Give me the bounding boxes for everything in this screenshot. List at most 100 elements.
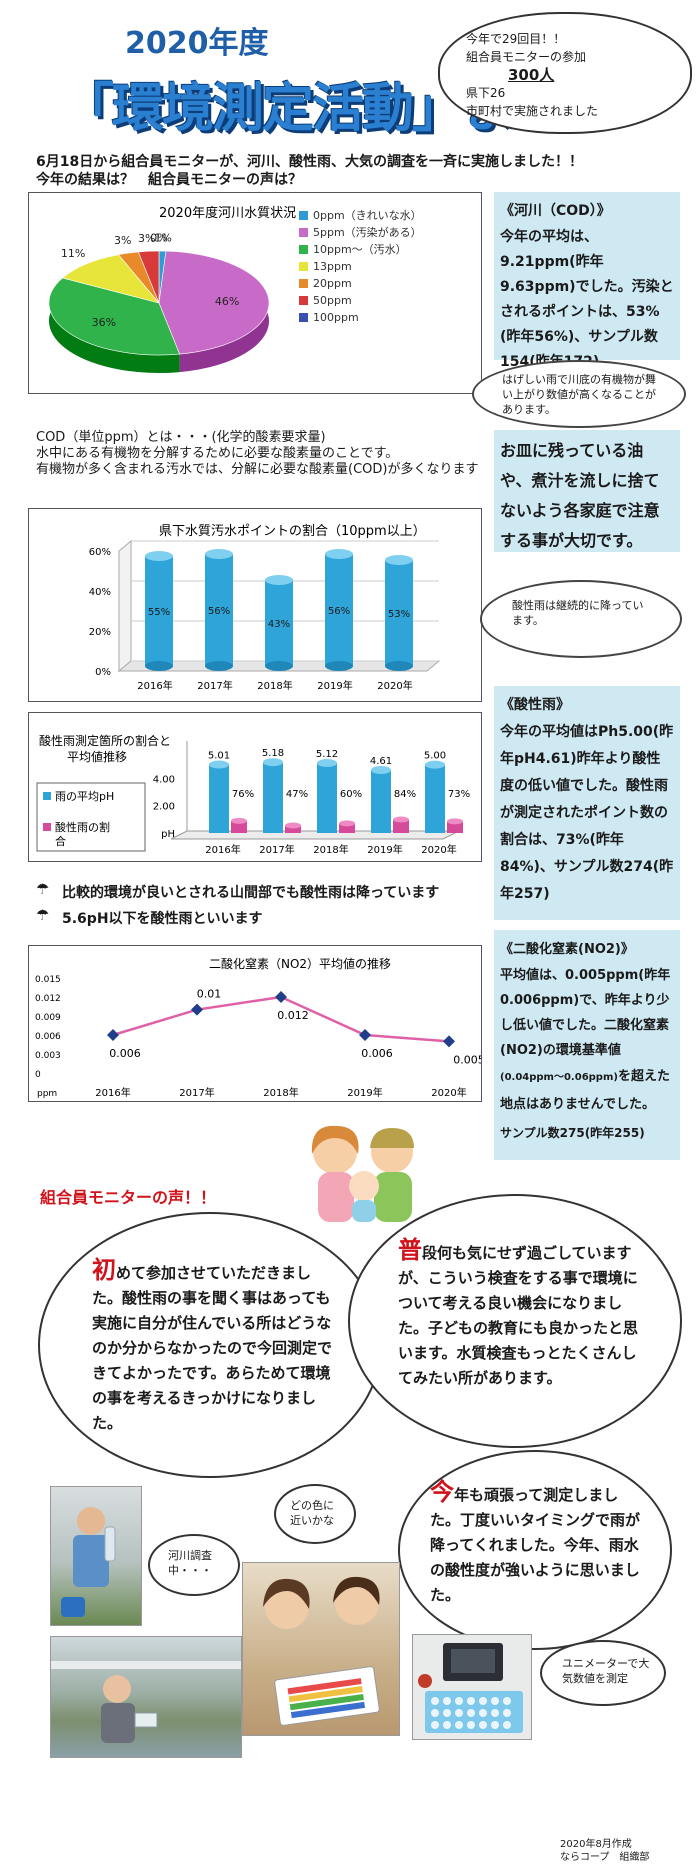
no2-point-label: 0.012 bbox=[277, 1009, 309, 1022]
y-tick-label: 40% bbox=[89, 587, 111, 598]
ph-bar-top bbox=[209, 760, 229, 769]
pie-slice-label: 11% bbox=[61, 247, 85, 260]
y-tick-label: 0.006 bbox=[35, 1032, 61, 1042]
x-tick-label: 2020年 bbox=[377, 679, 412, 692]
no2-point bbox=[191, 1003, 203, 1016]
river-scene bbox=[51, 1661, 241, 1743]
legend-entry: 100ppm bbox=[313, 311, 359, 324]
x-tick-label: 2019年 bbox=[347, 1086, 382, 1099]
no2-line-chart: 二酸化窒素（NO2）平均値の推移 0.015 0.012 0.009 0.006 0.0… bbox=[35, 956, 485, 1099]
cod-bar bbox=[205, 554, 233, 666]
ph-label: 4.61 bbox=[370, 756, 392, 767]
ratio-bar-top bbox=[231, 817, 247, 824]
cod-bar-panel: 県下水質汚水ポイントの割合（10ppm以上） 60% 40% 20% 0% 55% 201… bbox=[28, 508, 482, 702]
legend-ratio: 酸性雨の割 bbox=[55, 820, 110, 834]
ratio-bar bbox=[231, 820, 247, 833]
x-tick-label: 2016年 bbox=[205, 843, 240, 856]
y-tick-label: 4.00 bbox=[153, 774, 175, 785]
cod-chart-title: 県下水質汚水ポイントの割合（10ppm以上） bbox=[159, 523, 426, 539]
cod-bar-top bbox=[205, 549, 233, 559]
no2-body: 平均値は、0.005ppm(昨年0.006ppm)で、昨年より少し低い値でした。… bbox=[500, 968, 671, 1058]
cod-bar-base bbox=[205, 661, 233, 671]
acid-rain-box: 《酸性雨》 今年の平均値はPh5.00(昨年pH4.61)昨年より酸性度の低い値… bbox=[494, 686, 680, 920]
no2-panel: 二酸化窒素（NO2）平均値の推移 0.015 0.012 0.009 0.006 0.0… bbox=[28, 945, 485, 1102]
participant-count: 300人 bbox=[508, 66, 555, 84]
ratio-label: 73% bbox=[448, 789, 470, 800]
cod-bar bbox=[325, 554, 353, 666]
river-speech-bubble: はげしい雨で川底の有機物が舞い上がり数値が高くなることがあります。 bbox=[472, 360, 686, 428]
no2-point-label: 0.006 bbox=[361, 1047, 393, 1060]
family-illustration bbox=[311, 1125, 414, 1222]
no2-point-label: 0.006 bbox=[109, 1047, 141, 1060]
y-tick-label: 0.003 bbox=[35, 1051, 61, 1061]
ratio-label: 47% bbox=[286, 789, 308, 800]
legend-entry: 5ppm（汚染がある） bbox=[313, 225, 422, 239]
cod-bar-chart: 県下水質汚水ポイントの割合（10ppm以上） 60% 40% 20% 0% 55% 201… bbox=[89, 523, 441, 692]
ph-bar-top bbox=[425, 760, 445, 769]
pie-slice bbox=[137, 250, 160, 304]
voices-title: 組合員モニターの声！！ bbox=[40, 1188, 217, 1207]
legend-swatch bbox=[299, 262, 308, 271]
voice-bubble-2: 普段何も気にせず過ごしていますが、こういう検査をする事で環境について考える良い機… bbox=[348, 1194, 682, 1448]
ph-bar bbox=[425, 764, 445, 833]
bullet-ph: ☂ 5.6pH以下を酸性雨といいます bbox=[36, 906, 263, 928]
legend-swatch bbox=[299, 211, 308, 220]
photo-children-chart bbox=[242, 1562, 400, 1736]
kitchen-advice-box: お皿に残っている油や、煮汁を流しに捨てないよう各家庭で注意する事が大切です。 bbox=[494, 430, 680, 552]
chart-wall bbox=[118, 539, 132, 673]
ph-bar-top bbox=[263, 758, 283, 767]
y-tick-label: 2.00 bbox=[153, 802, 175, 813]
legend-swatch bbox=[299, 228, 308, 237]
x-tick-label: 2018年 bbox=[257, 679, 292, 692]
photo-unimeter bbox=[412, 1634, 532, 1740]
no2-point bbox=[443, 1035, 455, 1048]
ratio-bar bbox=[285, 825, 301, 833]
ph-bar bbox=[263, 762, 283, 833]
river-heading: 《河川（COD）》 bbox=[500, 203, 611, 219]
ratio-bar-top bbox=[285, 822, 301, 829]
mother-face bbox=[313, 1130, 357, 1174]
legend-swatch bbox=[299, 279, 308, 288]
mother-body bbox=[318, 1172, 354, 1222]
child-figure bbox=[61, 1507, 116, 1617]
participation-cloud: 今年で29回目！！ 組合員モニターの参加 300人 県下26 市町村で実施されま… bbox=[438, 12, 692, 134]
voice-initial: 普 bbox=[398, 1236, 422, 1264]
no2-body: を超えた地点はありませんでした。 bbox=[500, 1069, 670, 1112]
river-pie-panel: 2020年度河川水質状況 1% 46% 36% 11% 3% 3% 0% 0ppm（きれいな… bbox=[28, 192, 482, 394]
acid-speech-bubble: 酸性雨は継続的に降っています。 bbox=[480, 580, 682, 658]
pie-slice-label: 3% bbox=[138, 232, 155, 245]
x-tick-label: 2017年 bbox=[197, 679, 232, 692]
voice-text: めて参加させていただきました。酸性雨の事を聞く事はあっても実施に自分が住んでいる… bbox=[92, 1264, 333, 1432]
bullet-text: 5.6pH以下を酸性雨といいます bbox=[62, 911, 263, 927]
cod-bar-label: 53% bbox=[388, 609, 410, 620]
cod-bar-base bbox=[145, 661, 173, 671]
pie-slice-label: 0% bbox=[150, 232, 167, 245]
no2-heading: 《二酸化窒素(NO2)》 bbox=[500, 942, 634, 957]
umbrella-icon: ☂ bbox=[36, 880, 50, 898]
cod-bar-top bbox=[385, 555, 413, 565]
father-body bbox=[374, 1172, 412, 1222]
baby-face bbox=[349, 1171, 379, 1201]
cod-bar-top bbox=[265, 575, 293, 585]
river-speech-text: はげしい雨で川底の有機物が舞い上がり数値が高くなることがあります。 bbox=[502, 373, 656, 416]
caption-meter-cloud: ユニメーターで大気数値を測定 bbox=[540, 1640, 666, 1706]
cod-explanation: COD（単位ppm）とは・・・(化学的酸素要求量) 水中にある有機物を分解するた… bbox=[36, 430, 478, 478]
cod-bar-top bbox=[325, 549, 353, 559]
footer-org: ならコープ 組織部 bbox=[560, 1852, 650, 1863]
caption-color: どの色に近いかな bbox=[290, 1499, 334, 1527]
ph-label: 5.12 bbox=[316, 749, 338, 760]
ratio-label: 60% bbox=[340, 789, 362, 800]
y-unit: ppm bbox=[37, 1089, 57, 1099]
cod-bar-base bbox=[325, 661, 353, 671]
no2-sample: サンプル数275(昨年255) bbox=[500, 1126, 645, 1140]
pie-slice-label: 3% bbox=[114, 234, 131, 247]
x-tick-label: 2016年 bbox=[137, 679, 172, 692]
y-tick-label: 20% bbox=[89, 627, 111, 638]
photo-child-bottle bbox=[50, 1486, 142, 1626]
voice-initial: 今 bbox=[430, 1478, 454, 1506]
cod-bar-label: 55% bbox=[148, 607, 170, 618]
ratio-bar-top bbox=[447, 818, 463, 825]
river-pie-chart: 2020年度河川水質状況 1%46%36%11%3% 3%0% 0ppm（きれいな… bbox=[48, 205, 422, 373]
baby-body bbox=[352, 1200, 376, 1222]
no2-box: 《二酸化窒素(NO2)》 平均値は、0.005ppm(昨年0.006ppm)で、… bbox=[494, 930, 680, 1160]
